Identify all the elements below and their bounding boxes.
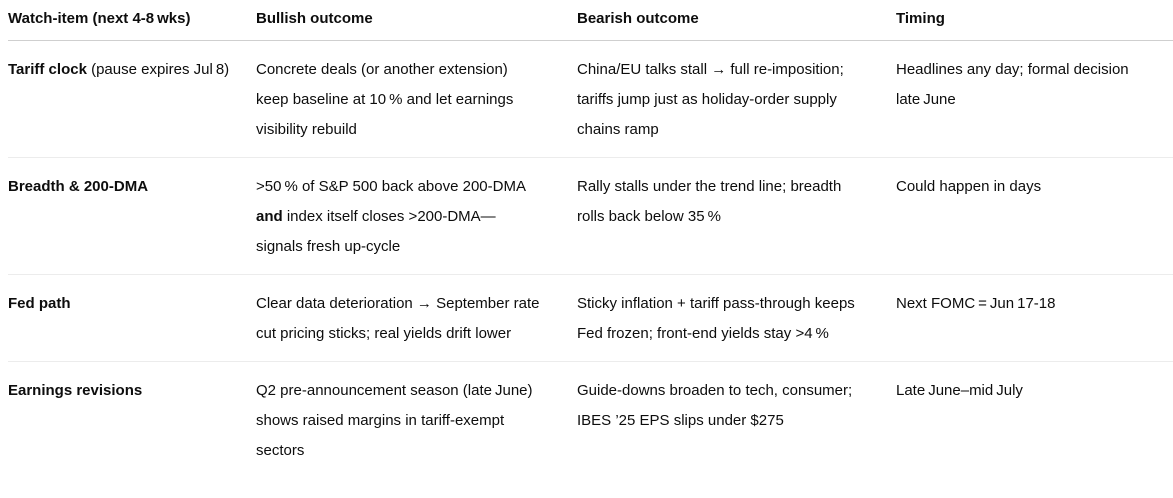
- column-header-bearish: Bearish outcome: [577, 10, 699, 27]
- cell-watch-item: Tariff clock (pause expires Jul 8): [8, 61, 230, 78]
- cell-bullish-outcome: Q2 pre-announcement season (late June) s…: [256, 382, 533, 459]
- cell-bullish-outcome: Clear data deterioration → September rat…: [256, 295, 540, 342]
- table-row-breadth-200dma: Breadth & 200-DMA >50 % of S&P 500 back …: [8, 158, 1173, 275]
- cell-bearish-outcome: Rally stalls under the trend line; bread…: [577, 178, 842, 225]
- cell-watch-item: Fed path: [8, 295, 71, 312]
- table-header-row: Watch-item (next 4-8 wks) Bullish outcom…: [8, 0, 1173, 41]
- cell-bullish-outcome: >50 % of S&P 500 back above 200-DMA and …: [256, 178, 526, 255]
- table-row-earnings-revisions: Earnings revisions Q2 pre-announcement s…: [8, 362, 1173, 478]
- table-row-fed-path: Fed path Clear data deterioration → Sept…: [8, 275, 1173, 362]
- column-header-watch-item: Watch-item (next 4-8 wks): [8, 10, 191, 27]
- cell-watch-item: Breadth & 200-DMA: [8, 178, 149, 195]
- cell-bearish-outcome: China/EU talks stall → full re-impositio…: [577, 61, 844, 138]
- cell-timing: Could happen in days: [896, 178, 1042, 195]
- table-row-tariff-clock: Tariff clock (pause expires Jul 8) Concr…: [8, 41, 1173, 158]
- cell-timing: Headlines any day; formal decision late …: [896, 61, 1129, 108]
- cell-bearish-outcome: Sticky inflation + tariff pass-through k…: [577, 295, 855, 342]
- cell-bearish-outcome: Guide-downs broaden to tech, consumer; I…: [577, 382, 853, 429]
- cell-timing: Next FOMC = Jun 17-18: [896, 295, 1056, 312]
- watch-items-table: Watch-item (next 4-8 wks) Bullish outcom…: [8, 0, 1173, 478]
- column-header-timing: Timing: [896, 10, 945, 27]
- cell-timing: Late June–mid July: [896, 382, 1023, 399]
- cell-bullish-outcome: Concrete deals (or another extension) ke…: [256, 61, 514, 138]
- column-header-bullish: Bullish outcome: [256, 10, 373, 27]
- cell-watch-item: Earnings revisions: [8, 382, 143, 399]
